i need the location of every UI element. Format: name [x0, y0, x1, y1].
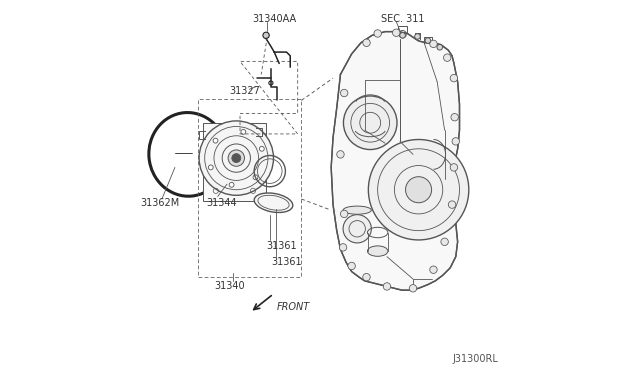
Circle shape — [344, 96, 397, 150]
Circle shape — [383, 283, 390, 290]
Ellipse shape — [367, 246, 388, 256]
Circle shape — [343, 215, 371, 243]
Circle shape — [451, 113, 458, 121]
Circle shape — [450, 164, 458, 171]
Text: FRONT: FRONT — [277, 302, 310, 312]
Circle shape — [199, 121, 273, 195]
Circle shape — [369, 140, 468, 240]
Circle shape — [263, 32, 269, 38]
Text: SEC. 311: SEC. 311 — [381, 14, 425, 23]
Circle shape — [444, 54, 451, 61]
Circle shape — [340, 210, 348, 218]
Circle shape — [363, 273, 370, 281]
Circle shape — [406, 177, 431, 203]
Circle shape — [441, 238, 449, 246]
Circle shape — [337, 151, 344, 158]
Ellipse shape — [343, 206, 371, 214]
Circle shape — [259, 147, 264, 151]
Circle shape — [228, 150, 244, 166]
Text: 31344: 31344 — [207, 198, 237, 208]
Circle shape — [209, 165, 213, 170]
Text: 31362M: 31362M — [141, 198, 180, 208]
Circle shape — [374, 30, 381, 37]
Circle shape — [363, 39, 370, 46]
Circle shape — [253, 175, 258, 180]
Circle shape — [415, 34, 420, 39]
Circle shape — [425, 38, 431, 44]
Circle shape — [452, 138, 460, 145]
Polygon shape — [203, 123, 266, 201]
Circle shape — [437, 44, 443, 50]
Circle shape — [339, 244, 347, 251]
Circle shape — [213, 138, 218, 143]
Text: 31361: 31361 — [266, 241, 297, 250]
Circle shape — [392, 29, 400, 36]
Circle shape — [449, 201, 456, 208]
Text: 31327: 31327 — [229, 86, 260, 96]
Text: J31300RL: J31300RL — [452, 354, 498, 364]
Circle shape — [400, 32, 405, 38]
Circle shape — [229, 182, 234, 187]
Circle shape — [241, 129, 246, 134]
Circle shape — [348, 262, 355, 270]
Polygon shape — [331, 32, 460, 290]
Circle shape — [340, 89, 348, 97]
Text: 31361: 31361 — [271, 257, 302, 267]
Circle shape — [232, 154, 241, 163]
Circle shape — [450, 74, 458, 82]
Circle shape — [429, 40, 437, 48]
Text: 31340AA: 31340AA — [252, 14, 296, 23]
Ellipse shape — [254, 193, 293, 212]
Circle shape — [409, 285, 417, 292]
Circle shape — [429, 266, 437, 273]
Text: 31340: 31340 — [214, 282, 244, 291]
